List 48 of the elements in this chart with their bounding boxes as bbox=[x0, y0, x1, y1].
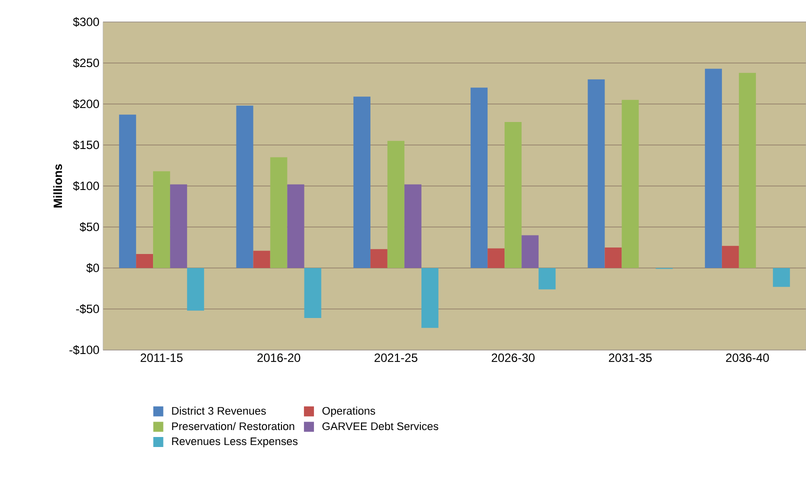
legend-label: Preservation/ Restoration bbox=[172, 422, 294, 430]
legend-label: District 3 Revenues bbox=[172, 406, 266, 415]
bar bbox=[253, 250, 270, 268]
bar bbox=[187, 268, 204, 311]
y-tick-label: $150 bbox=[73, 140, 100, 150]
x-tick-label: 2011-15 bbox=[140, 354, 183, 362]
y-axis-title: Millions bbox=[53, 164, 62, 208]
x-tick-label: 2036-40 bbox=[726, 354, 769, 362]
bar bbox=[170, 184, 188, 268]
bar bbox=[136, 254, 154, 268]
bar bbox=[588, 79, 605, 268]
bar bbox=[287, 184, 304, 268]
x-tick-label: 2016-20 bbox=[257, 354, 300, 362]
y-tick-label: -$100 bbox=[69, 345, 100, 355]
legend-label: Revenues Less Expenses bbox=[172, 438, 298, 448]
bar bbox=[353, 96, 370, 268]
bar bbox=[370, 249, 388, 268]
y-tick-label: $300 bbox=[73, 17, 100, 27]
bar bbox=[153, 171, 170, 268]
y-tick-label: $200 bbox=[73, 99, 100, 109]
bar bbox=[604, 248, 622, 268]
bar bbox=[421, 268, 438, 328]
bar bbox=[387, 140, 404, 268]
x-tick-label: 2021-25 bbox=[374, 354, 418, 362]
bar bbox=[722, 246, 739, 268]
x-tick-label: 2026-30 bbox=[492, 354, 535, 362]
bar bbox=[622, 100, 639, 268]
y-tick-label: $0 bbox=[86, 263, 100, 273]
legend-label: GARVEE Debt Services bbox=[322, 422, 438, 430]
bar bbox=[304, 268, 322, 318]
y-tick-label: $250 bbox=[73, 58, 100, 68]
bar bbox=[738, 72, 756, 268]
legend-label: Operations bbox=[322, 406, 376, 417]
bar bbox=[404, 184, 422, 268]
bar bbox=[236, 106, 254, 268]
bar bbox=[538, 268, 556, 290]
bar bbox=[470, 88, 488, 268]
y-tick-label: $50 bbox=[80, 222, 100, 232]
y-tick-label: -$50 bbox=[76, 304, 100, 314]
bar bbox=[504, 122, 522, 268]
x-tick-label: 2031-35 bbox=[608, 354, 652, 362]
bar bbox=[488, 248, 505, 268]
bar bbox=[270, 157, 288, 268]
bar bbox=[119, 114, 136, 268]
bar bbox=[704, 68, 722, 268]
bar bbox=[522, 235, 539, 268]
y-tick-label: $100 bbox=[73, 181, 100, 191]
bar bbox=[772, 268, 790, 287]
